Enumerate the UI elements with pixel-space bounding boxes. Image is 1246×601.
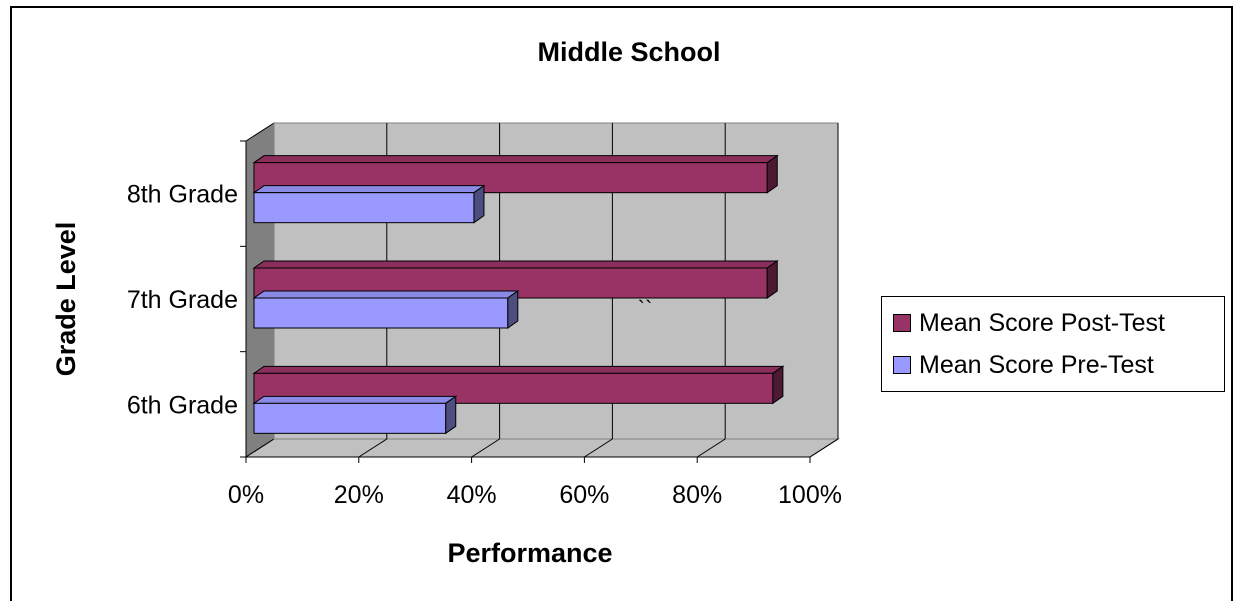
y-axis-title: Grade Level [51,222,81,377]
bar-side-face [445,395,457,435]
bar-top-face [252,395,458,404]
bar-top-face [252,185,486,194]
legend-label-post-test: Mean Score Post-Test [919,308,1165,337]
floor-gridline [809,438,839,458]
legend-swatch-post-test [893,314,911,332]
chart-legend: Mean Score Post-Test Mean Score Pre-Test [881,296,1225,392]
floor-gridline [584,438,613,458]
chart-title: Middle School [537,37,720,67]
bar-mean-score-pre-test-8th-grade [252,184,486,224]
bar-top-face [252,365,785,374]
chart-bars [252,154,785,435]
floor [244,438,840,458]
legend-item-pre-test: Mean Score Pre-Test [893,350,1154,380]
floor-gridline [358,438,388,458]
legend-label-pre-test: Mean Score Pre-Test [919,350,1154,379]
x-tick-label: 60% [559,481,609,509]
x-tick-label: 80% [672,481,722,509]
y-tick-label: 6th Grade [127,391,238,419]
y-tick-label: 7th Grade [127,286,238,314]
x-tick-label: 100% [778,481,842,509]
bar-front-face [253,402,447,434]
x-tick-label: 0% [228,481,264,509]
bar-top-face [252,260,779,269]
bar-mean-score-pre-test-7th-grade [252,290,520,329]
chart-annotation: `` [638,296,653,321]
y-tick-label: 8th Grade [127,181,238,209]
x-axis-title: Performance [447,538,612,568]
chart-axes: 0% 20% 40% 60% 80% 100% 6th Grade 7th Grade 8th … [127,140,842,509]
bar-side-face [473,184,485,224]
legend-swatch-pre-test [893,356,911,374]
bar-top-face [252,155,779,164]
legend-item-post-test: Mean Score Post-Test [893,308,1165,338]
bar-front-face [253,297,509,329]
bar-side-face [766,154,778,194]
bar-mean-score-post-test-8th-grade [252,154,779,194]
bar-front-face [253,192,475,224]
floor-gridline [471,438,500,458]
x-tick-label: 20% [334,481,384,509]
x-tick-label: 40% [447,481,497,509]
bar-side-face [766,260,778,299]
bar-mean-score-pre-test-6th-grade [252,395,458,435]
bar-top-face [252,290,520,299]
floor-gridline [696,438,726,458]
bar-side-face [507,290,519,329]
bar-side-face [772,365,784,405]
